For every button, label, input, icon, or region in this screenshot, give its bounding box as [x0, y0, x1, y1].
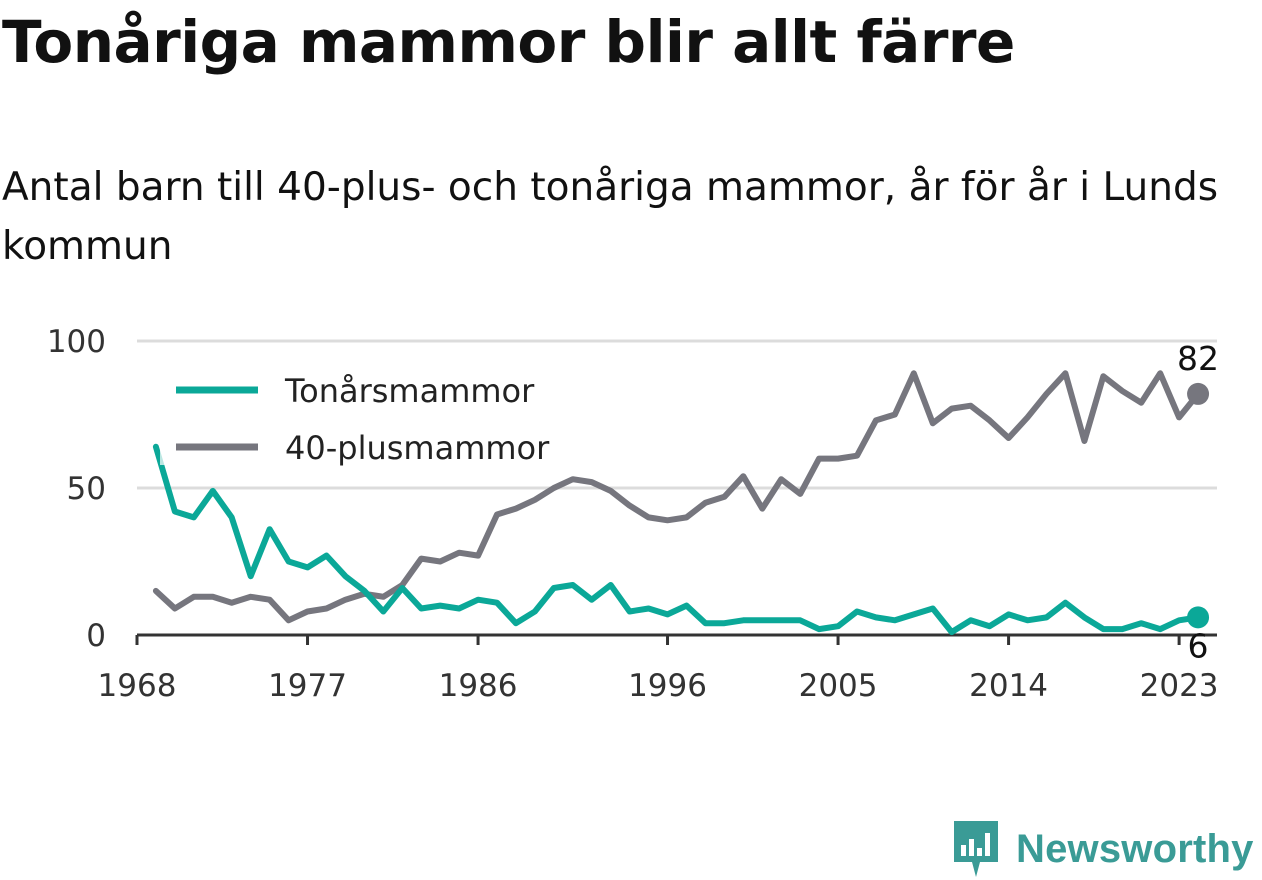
series-line: [152, 370, 1202, 624]
series-end-label: 6: [1188, 626, 1209, 665]
x-tick-label: 2014: [969, 668, 1048, 704]
x-tick-label: 1996: [628, 668, 707, 704]
series-line: [152, 443, 1202, 636]
legend-label: Tonårsmammor: [284, 372, 535, 410]
legend-backdrop: [160, 417, 610, 465]
x-tick-label: 2023: [1140, 668, 1219, 704]
legend-label: 40-plusmammor: [285, 429, 550, 467]
chart-title: Tonåriga mammor blir allt färre: [2, 8, 1015, 76]
end-labels: 6 82: [1177, 339, 1219, 665]
x-tick-label: 1986: [439, 668, 518, 704]
legend: Tonårsmammor 40-plusmammor: [160, 360, 610, 467]
legend-backdrop: [160, 360, 610, 408]
bar-chart-icon: [954, 821, 998, 877]
series-end-point: [1187, 382, 1210, 405]
y-tick-label: 100: [47, 324, 106, 360]
y-tick-label: 50: [67, 471, 106, 507]
brand-name: Newsworthy: [1016, 826, 1254, 871]
chart-subtitle: Antal barn till 40-plus- och tonåriga ma…: [2, 165, 1219, 269]
x-tick-label: 1968: [98, 668, 177, 704]
series-end-label: 82: [1177, 339, 1219, 378]
axes: 0 50 100 1968 1977 1986 1996 2005 2014 2023: [47, 324, 1219, 704]
series-lines: [152, 370, 1210, 636]
newsworthy-logo: Newsworthy: [950, 818, 1254, 880]
y-tick-label: 0: [86, 618, 106, 654]
x-tick-label: 1977: [268, 668, 347, 704]
x-tick-label: 2005: [799, 668, 878, 704]
gridlines: [137, 339, 1217, 490]
series-end-point: [1187, 606, 1210, 629]
